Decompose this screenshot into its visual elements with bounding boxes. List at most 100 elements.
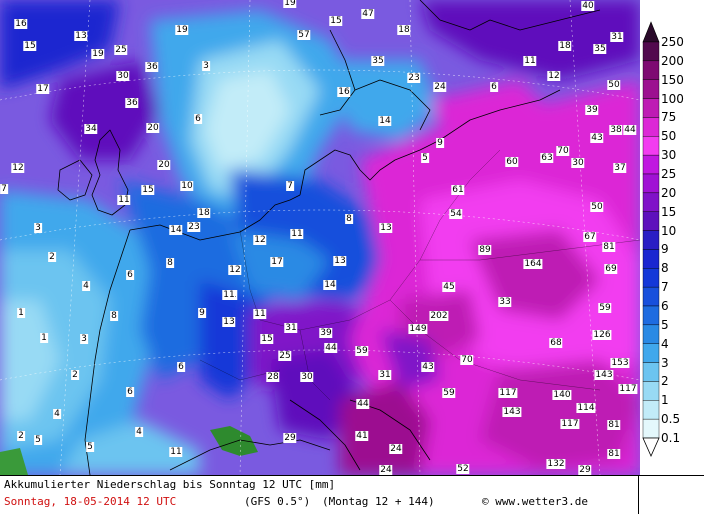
legend-swatch <box>642 79 660 99</box>
map-value: 44 <box>623 125 637 135</box>
footer-divider <box>638 476 639 514</box>
credit-label: © www.wetter3.de <box>482 495 588 508</box>
map-value: 202 <box>429 311 449 321</box>
map-value: 37 <box>613 163 627 173</box>
map-value: 81 <box>607 420 621 430</box>
map-value: 25 <box>278 351 292 361</box>
map-value: 2 <box>71 370 79 380</box>
map-value: 17 <box>36 84 50 94</box>
map-value: 59 <box>355 346 369 356</box>
map-value: 35 <box>371 56 385 66</box>
map-value: 20 <box>157 160 171 170</box>
map-value: 54 <box>449 209 463 219</box>
map-value: 17 <box>270 257 284 267</box>
map-value: 12 <box>11 163 25 173</box>
map-value: 23 <box>407 73 421 83</box>
map-value: 24 <box>379 465 393 475</box>
legend-label: 1 <box>661 393 669 408</box>
map-value: 5 <box>86 442 94 452</box>
legend-swatch <box>642 117 660 137</box>
legend-label: 50 <box>661 129 677 144</box>
map-value: 33 <box>498 297 512 307</box>
map-value: 1 <box>17 308 25 318</box>
map-value: 4 <box>53 409 61 419</box>
legend-label: 30 <box>661 148 677 163</box>
map-value: 25 <box>114 45 128 55</box>
legend-label: 7 <box>661 280 669 295</box>
map-value: 59 <box>442 388 456 398</box>
map-value: 117 <box>498 388 518 398</box>
map-value: 31 <box>610 32 624 42</box>
map-value: 70 <box>460 355 474 365</box>
map-value: 16 <box>14 19 28 29</box>
legend-bottom-arrow <box>642 437 660 457</box>
map-value: 81 <box>602 242 616 252</box>
map-value: 29 <box>578 465 592 475</box>
map-value: 4 <box>135 427 143 437</box>
map-value: 5 <box>421 153 429 163</box>
map-value: 18 <box>197 208 211 218</box>
map-value: 117 <box>618 384 638 394</box>
legend-label: 8 <box>661 261 669 276</box>
map-value: 6 <box>177 362 185 372</box>
map-value: 8 <box>345 214 353 224</box>
legend-swatch <box>642 211 660 231</box>
map-value: 13 <box>379 223 393 233</box>
legend-color-bar <box>642 21 660 457</box>
map-value: 6 <box>126 270 134 280</box>
map-value: 14 <box>323 280 337 290</box>
map-value: 11 <box>290 229 304 239</box>
map-value: 117 <box>560 419 580 429</box>
map-value: 6 <box>126 387 134 397</box>
map-value: 44 <box>324 343 338 353</box>
legend-swatch <box>642 400 660 420</box>
map-value: 67 <box>583 232 597 242</box>
map-value: 70 <box>556 146 570 156</box>
color-scale-legend: 250 200 150 100 75 50 30 25 20 15 10 9 8 7 6 5 4 3 2 1 0.5 0.… <box>640 0 704 475</box>
legend-swatch <box>642 41 660 62</box>
map-value: 15 <box>23 41 37 51</box>
map-value: 20 <box>146 123 160 133</box>
map-value: 19 <box>175 25 189 35</box>
map-value: 2 <box>48 252 56 262</box>
map-value: 10 <box>180 181 194 191</box>
map-value: 11 <box>253 309 267 319</box>
map-value: 5 <box>34 435 42 445</box>
map-value: 19 <box>283 0 297 8</box>
legend-swatch <box>642 249 660 269</box>
map-value: 8 <box>166 258 174 268</box>
legend-swatch <box>642 154 660 175</box>
map-value: 31 <box>378 370 392 380</box>
map-value: 34 <box>84 124 98 134</box>
legend-swatch <box>642 418 660 439</box>
map-value: 12 <box>253 235 267 245</box>
map-value: 24 <box>389 444 403 454</box>
legend-swatch <box>642 98 660 118</box>
map-value: 143 <box>502 407 522 417</box>
map-value: 9 <box>436 138 444 148</box>
map-value: 11 <box>523 56 537 66</box>
legend-swatch <box>642 362 660 382</box>
map-value: 23 <box>187 222 201 232</box>
footer: Akkumulierter Niederschlag bis Sonntag 1… <box>0 475 704 514</box>
legend-swatch <box>642 230 660 250</box>
legend-label: 9 <box>661 242 669 257</box>
legend-label: 75 <box>661 110 677 125</box>
legend-swatch <box>642 173 660 194</box>
map-value: 11 <box>117 195 131 205</box>
map-value: 28 <box>266 372 280 382</box>
map-value: 39 <box>319 328 333 338</box>
map-value: 43 <box>421 362 435 372</box>
map-value: 30 <box>116 71 130 81</box>
legend-label: 10 <box>661 223 677 238</box>
map-value: 47 <box>361 9 375 19</box>
map-value: 14 <box>169 225 183 235</box>
map-value: 3 <box>34 223 42 233</box>
map-value: 15 <box>141 185 155 195</box>
legend-swatch <box>642 60 660 80</box>
legend-label: 25 <box>661 167 677 181</box>
map-value: 12 <box>228 265 242 275</box>
legend-label: 200 <box>661 53 684 68</box>
map-value: 36 <box>125 98 139 108</box>
map-value: 6 <box>194 114 202 124</box>
